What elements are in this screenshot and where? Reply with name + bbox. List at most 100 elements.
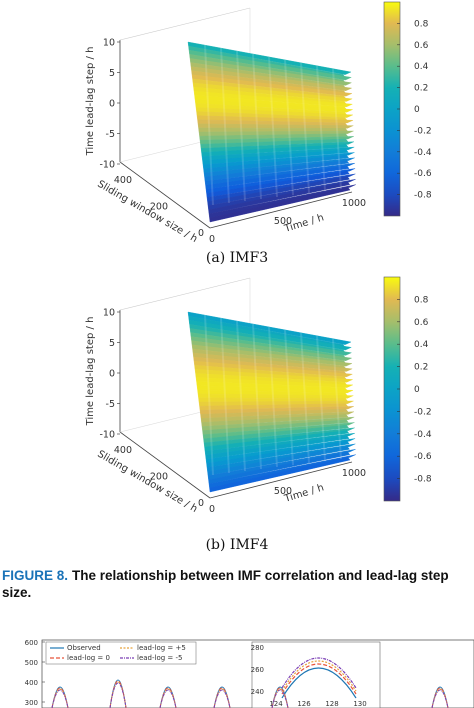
surface-plot-imf4: 10 5 0 -5 -10 0 200 400 0 500 1000 Time lead-lag st… bbox=[85, 276, 432, 515]
surface-band bbox=[195, 107, 353, 118]
colorbar-tick-label: 0 bbox=[414, 385, 420, 395]
surface-band bbox=[187, 311, 352, 345]
z-tick-label: 5 bbox=[109, 68, 115, 79]
inset-curve bbox=[281, 660, 357, 692]
x-tick-label: 500 bbox=[274, 216, 292, 227]
series-curve bbox=[159, 689, 177, 708]
y-axis-label: Sliding window size / h bbox=[95, 179, 199, 245]
y-tick-label: 0 bbox=[198, 228, 204, 239]
surface-texture bbox=[236, 320, 246, 472]
legend-label: lead-log = +5 bbox=[137, 644, 186, 652]
z-tick-label: -10 bbox=[99, 160, 115, 171]
surface-band bbox=[205, 435, 350, 460]
y-axis-line bbox=[119, 431, 211, 499]
subfigure-label-b: (b) IMF4 bbox=[205, 537, 269, 553]
surface-band bbox=[194, 99, 353, 113]
inset-x-tick-label: 126 bbox=[297, 700, 311, 708]
surface-band bbox=[202, 152, 355, 170]
surface-band bbox=[207, 179, 356, 210]
surface-band bbox=[199, 136, 354, 145]
inset-frame bbox=[251, 641, 381, 708]
surface-band bbox=[189, 58, 353, 86]
surface-band bbox=[200, 411, 355, 423]
colorbar-tick-label: -0.8 bbox=[414, 475, 432, 485]
series-curve bbox=[431, 689, 449, 708]
x-axis-line bbox=[209, 191, 353, 229]
surface-band bbox=[201, 416, 355, 431]
surface-band bbox=[206, 173, 356, 202]
colorbar-tick-label: 0.6 bbox=[414, 41, 429, 51]
inset-curve bbox=[281, 667, 357, 699]
legend-box bbox=[45, 641, 197, 665]
x-tick-label: 1000 bbox=[342, 198, 366, 209]
surface-band bbox=[195, 377, 353, 388]
surface-band bbox=[192, 82, 353, 102]
surface-texture bbox=[220, 47, 230, 204]
colorbar-tick-label: 0.6 bbox=[414, 318, 429, 328]
surface-band bbox=[188, 319, 352, 351]
surface-band bbox=[201, 414, 349, 427]
y-tick-label: 400 bbox=[114, 175, 132, 186]
surface-band bbox=[204, 430, 350, 452]
surface-texture bbox=[300, 62, 310, 194]
surface-band bbox=[193, 360, 354, 378]
z-tick-label: 10 bbox=[103, 38, 115, 49]
colorbar-tick-label: -0.4 bbox=[414, 148, 432, 158]
inset-curve bbox=[281, 657, 357, 689]
surface-band bbox=[189, 328, 353, 356]
z-tick-label: 0 bbox=[109, 99, 115, 110]
x-tick-label: 0 bbox=[209, 504, 215, 515]
colorbar-tick-label: -0.8 bbox=[414, 191, 432, 201]
surface-band bbox=[207, 449, 356, 480]
z-axis-label: Time lead-lag step / h bbox=[85, 47, 96, 157]
surface-texture bbox=[300, 332, 310, 464]
surface-texture bbox=[220, 317, 230, 474]
surface-texture bbox=[252, 53, 262, 200]
series-curve bbox=[51, 688, 69, 708]
colorbar-tick-label: -0.6 bbox=[414, 452, 432, 462]
surface-band bbox=[202, 422, 355, 440]
inset-y-tick-label: 240 bbox=[251, 688, 264, 696]
series-curve bbox=[271, 688, 289, 708]
surface-band bbox=[199, 406, 354, 415]
surface-texture bbox=[268, 326, 278, 468]
z-tick-label: 5 bbox=[109, 338, 115, 349]
series-curve bbox=[213, 689, 231, 708]
surface-band bbox=[205, 168, 356, 194]
legend-label: Observed bbox=[67, 644, 101, 652]
surface-band bbox=[206, 441, 350, 468]
z-tick-label: -10 bbox=[99, 430, 115, 441]
y-tick-label: 200 bbox=[150, 472, 168, 483]
surface-band bbox=[198, 130, 354, 137]
surface bbox=[187, 41, 356, 223]
surface-texture bbox=[316, 65, 326, 192]
surface-texture bbox=[332, 68, 342, 190]
surface-band bbox=[205, 165, 350, 190]
y-tick-label: 0 bbox=[198, 498, 204, 509]
surface-band bbox=[197, 393, 354, 399]
surface-band bbox=[209, 187, 351, 223]
y-tick-label: 300 bbox=[25, 699, 38, 707]
colorbar-tick-label: -0.6 bbox=[414, 169, 432, 179]
z-tick-label: 10 bbox=[103, 308, 115, 319]
surface-texture bbox=[236, 50, 246, 202]
surface-band bbox=[196, 385, 354, 394]
surface-band bbox=[204, 160, 350, 182]
surface-band bbox=[204, 162, 355, 186]
x-axis-line bbox=[209, 461, 353, 499]
surface-texture bbox=[284, 59, 294, 196]
legend: Observed lead-log = +5 lead-log = 0 lead-lo… bbox=[45, 641, 197, 665]
colorbar-tick-label: 0.8 bbox=[414, 19, 429, 29]
surface-band bbox=[207, 446, 350, 476]
surface-band bbox=[190, 336, 353, 361]
x-tick-label: 0 bbox=[209, 234, 215, 245]
inset-y-tick-label: 280 bbox=[251, 644, 264, 652]
inset-curve bbox=[281, 663, 357, 695]
surface-texture bbox=[252, 323, 262, 470]
surface-band bbox=[192, 352, 353, 372]
x-tick-label: 1000 bbox=[342, 468, 366, 479]
legend-label: lead-log = 0 bbox=[67, 654, 110, 662]
series-curve bbox=[51, 689, 69, 708]
surface-band bbox=[207, 176, 350, 206]
surface-band bbox=[200, 138, 349, 149]
